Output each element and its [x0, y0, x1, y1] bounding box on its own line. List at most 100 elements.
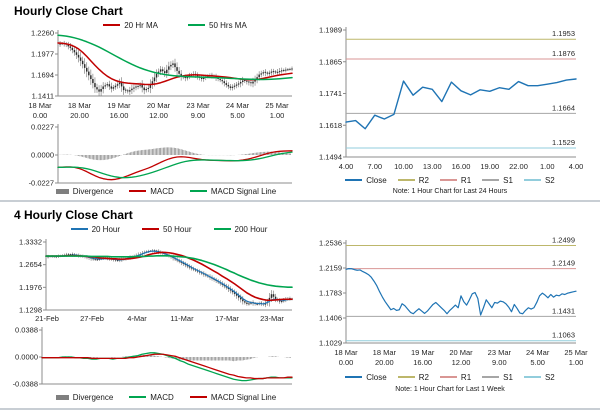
svg-text:0.00: 0.00 — [339, 358, 354, 367]
chart-title-hourly: Hourly Close Chart — [14, 4, 123, 18]
svg-text:1.1431: 1.1431 — [552, 306, 575, 315]
legend-item-macd: MACD — [129, 393, 174, 402]
svg-text:20 Mar: 20 Mar — [449, 348, 473, 357]
macd-signal-line-swatch — [189, 190, 207, 192]
legend-label: S1 — [503, 372, 513, 382]
chart-title-four-hourly: 4 Hourly Close Chart — [14, 208, 133, 222]
legend-label: S2 — [544, 372, 555, 382]
legend-item-50-hrs-ma: 50 Hrs MA — [188, 21, 247, 30]
x-axis-labels: 4.00 7.00 10.00 13.00 16.00 19.00 22.00 1.00 4.0… — [339, 162, 584, 171]
svg-text:12.00: 12.00 — [149, 111, 168, 120]
svg-text:1.1876: 1.1876 — [552, 49, 575, 58]
series-50-hrs-ma — [57, 34, 293, 81]
svg-text:4-Mar: 4-Mar — [127, 314, 147, 323]
svg-text:1.00: 1.00 — [540, 162, 555, 171]
svg-text:5.00: 5.00 — [230, 111, 245, 120]
svg-text:0.0000: 0.0000 — [15, 353, 38, 362]
svg-text:23-Mar: 23-Mar — [260, 314, 284, 323]
s2-swatch — [523, 376, 541, 378]
svg-text:1.2536: 1.2536 — [319, 239, 342, 248]
svg-text:9.00: 9.00 — [492, 358, 507, 367]
legend-label: 20 Hour — [91, 224, 121, 234]
close-swatch — [345, 376, 363, 378]
svg-text:1.1976: 1.1976 — [19, 283, 42, 292]
close-swatch — [345, 179, 363, 181]
legend-item-200-hour: 200 Hour — [213, 225, 267, 234]
200-hour-swatch — [213, 228, 231, 230]
50-hour-swatch — [142, 228, 160, 230]
r2-swatch — [397, 179, 415, 181]
svg-text:25 Mar: 25 Mar — [564, 348, 588, 357]
svg-text:1.3332: 1.3332 — [19, 238, 42, 247]
legend-item-50-hour: 50 Hour — [142, 225, 192, 234]
svg-text:1.1865: 1.1865 — [319, 57, 342, 66]
series-20-hour — [45, 250, 293, 305]
legend-item-s2: S2 — [523, 176, 555, 185]
axes — [345, 27, 576, 158]
s2-swatch — [523, 179, 541, 181]
series-macd-signal-line — [57, 151, 293, 179]
svg-text:1.1411: 1.1411 — [32, 92, 54, 101]
svg-text:1.1664: 1.1664 — [552, 103, 575, 112]
candles — [59, 40, 293, 96]
legend-label: MACD — [150, 186, 174, 196]
legend-label: Divergence — [72, 392, 114, 402]
svg-text:1.1529: 1.1529 — [552, 138, 575, 147]
svg-text:20 Mar: 20 Mar — [147, 101, 171, 110]
svg-text:24 Mar: 24 Mar — [526, 348, 550, 357]
legend-item-r2: R2 — [397, 373, 429, 382]
four-hourly-macd-chart: 0.0388 0.0000 -0.0388 — [13, 326, 293, 389]
x-axis-labels: 21-Feb 27-Feb 4-Mar 11-Mar 17-Mar 23-Mar — [35, 314, 284, 323]
legend-item-macd-signal-line: MACD Signal Line — [189, 393, 276, 402]
candles — [47, 249, 293, 308]
legend-item-r2: R2 — [397, 176, 429, 185]
hourly-macd-chart: 0.0227 0.0000 -0.0227 — [29, 123, 293, 188]
svg-text:1.1298: 1.1298 — [19, 306, 42, 315]
50-hrs-ma-swatch — [188, 24, 205, 26]
legend-label: Close — [366, 175, 387, 185]
legend-item-s1: S1 — [482, 373, 513, 382]
r2-swatch — [397, 376, 415, 378]
svg-text:1.1029: 1.1029 — [319, 339, 342, 348]
divergence-swatch — [55, 188, 69, 194]
svg-text:25 Mar: 25 Mar — [265, 101, 289, 110]
svg-text:1.1694: 1.1694 — [31, 71, 54, 80]
y-axis-labels: 0.0227 0.0000 -0.0227 — [29, 123, 58, 188]
legend-item-r1: R1 — [439, 373, 471, 382]
macd-swatch — [129, 396, 147, 398]
svg-text:18 Mar: 18 Mar — [334, 348, 358, 357]
divergence-bars — [59, 147, 291, 161]
svg-text:1.1063: 1.1063 — [552, 331, 575, 340]
svg-text:21-Feb: 21-Feb — [35, 314, 59, 323]
hourly-price-legend: 20 Hr MA 50 Hrs MA — [58, 20, 292, 30]
svg-text:19.00: 19.00 — [480, 162, 499, 171]
axes — [41, 327, 292, 385]
legend-item-divergence: Divergence — [55, 392, 114, 402]
hourly-pivot-note: Note: 1 Hour Chart for Last 24 Hours — [392, 188, 508, 195]
series-50-hour — [45, 251, 293, 302]
legend-item-macd-signal-line: MACD Signal Line — [189, 187, 276, 196]
y-axis-labels: 1.1989 1.1865 1.1741 1.1618 1.1494 — [319, 26, 346, 162]
svg-text:1.1494: 1.1494 — [319, 153, 342, 162]
svg-text:18 Mar: 18 Mar — [68, 101, 92, 110]
svg-text:1.1953: 1.1953 — [552, 29, 575, 38]
y-axis-labels: 1.3332 1.2654 1.1976 1.1298 — [19, 238, 46, 315]
svg-text:1.2260: 1.2260 — [31, 29, 54, 38]
svg-text:1.1618: 1.1618 — [319, 121, 342, 130]
svg-text:16.00: 16.00 — [452, 162, 471, 171]
svg-text:1.1977: 1.1977 — [31, 50, 54, 59]
svg-text:5.00: 5.00 — [530, 358, 545, 367]
svg-text:11-Mar: 11-Mar — [170, 314, 194, 323]
legend-item-s2: S2 — [523, 372, 555, 382]
macd-swatch — [129, 190, 147, 192]
legend-label: MACD — [150, 392, 174, 402]
legend-label: Divergence — [72, 186, 114, 196]
svg-text:27-Feb: 27-Feb — [80, 314, 104, 323]
series-macd — [41, 352, 293, 382]
svg-text:22.00: 22.00 — [509, 162, 528, 171]
legend-label: R1 — [460, 175, 472, 185]
svg-text:18 Mar: 18 Mar — [28, 101, 52, 110]
divergence-swatch — [55, 394, 69, 400]
